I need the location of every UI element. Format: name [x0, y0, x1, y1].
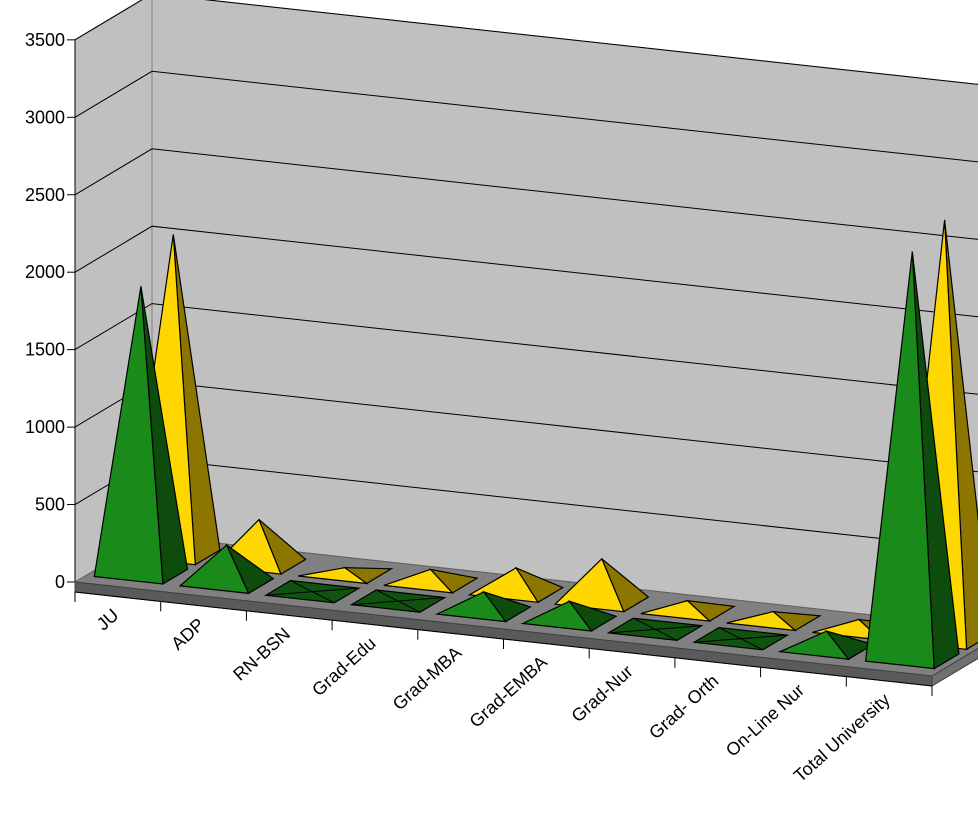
x-category-label: Grad-MBA	[389, 642, 466, 714]
pyramid-front-face	[434, 591, 507, 623]
gridline	[74, 70, 978, 163]
y-tick-label: 1500	[25, 340, 65, 360]
x-category-label: Total University	[790, 689, 894, 786]
y-tick-label: 0	[55, 572, 65, 592]
pyramid-bar	[606, 617, 704, 642]
pyramid-bar	[434, 590, 532, 623]
y-tick-label: 2000	[25, 262, 65, 282]
pyramid-edge	[290, 580, 335, 604]
x-category-label: RN-BSN	[229, 624, 294, 685]
pyramid-front-face	[640, 600, 712, 622]
pyramid-edge	[632, 617, 678, 641]
pyramid-bar	[726, 610, 822, 632]
gridline	[74, 225, 978, 318]
y-tick-label: 2500	[25, 185, 65, 205]
x-category-label: ADP	[167, 614, 208, 654]
pyramid-bar	[349, 589, 447, 613]
pyramid-front-face	[726, 610, 798, 632]
y-tick-label: 500	[35, 495, 65, 515]
x-category-label: Grad-Nur	[568, 661, 637, 726]
floor-side	[931, 647, 978, 687]
gridline	[74, 303, 978, 395]
x-category-label: JU	[93, 605, 123, 635]
pyramid-front-face	[93, 286, 164, 585]
pyramid-front-face	[383, 568, 454, 594]
pyramid-front-face	[520, 600, 593, 632]
x-category-label: Grad- Orth	[645, 671, 722, 743]
pyramid-bar	[383, 568, 479, 594]
pyramid-bar	[864, 251, 960, 670]
gridline	[74, 148, 978, 240]
pyramid-bar	[640, 599, 736, 622]
pyramid-bar	[777, 630, 875, 660]
y-tick-label: 1000	[25, 417, 65, 437]
pyramid-bar	[692, 626, 790, 651]
pyramid-bar	[178, 543, 275, 595]
pyramid-front-face	[297, 567, 369, 585]
x-category-label: Grad-Edu	[308, 633, 379, 700]
y-tick-label: 3000	[25, 107, 65, 127]
pyramid-edge	[375, 589, 421, 613]
pyramid-front-face	[777, 630, 850, 660]
chart-marks	[93, 219, 978, 670]
y-tick-label: 3500	[25, 30, 65, 50]
pyramid-bar	[93, 286, 189, 586]
pyramid-front-face	[864, 251, 935, 670]
x-category-label: On-Line Nur	[722, 680, 808, 760]
pyramid-edge	[718, 627, 764, 651]
pyramid-bar	[263, 579, 361, 604]
pyramid-bar	[297, 567, 394, 585]
chart-walls	[74, 0, 978, 628]
gridline	[74, 0, 978, 85]
pyramid-front-face	[178, 544, 250, 595]
x-category-label: Grad-EMBA	[466, 652, 551, 732]
pyramid-bar	[520, 600, 618, 632]
y-axis: 0 500 1000 1500 2000 2500 3000 3500	[25, 30, 76, 592]
